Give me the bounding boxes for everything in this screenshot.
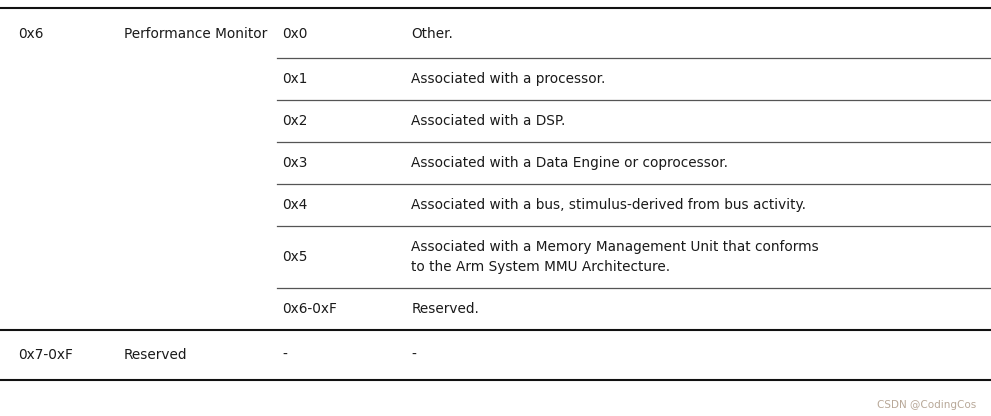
Text: Associated with a Data Engine or coprocessor.: Associated with a Data Engine or coproce… bbox=[411, 156, 728, 170]
Text: 0x0: 0x0 bbox=[282, 27, 308, 41]
Text: Reserved.: Reserved. bbox=[411, 302, 479, 316]
Text: -: - bbox=[282, 348, 287, 362]
Text: 0x3: 0x3 bbox=[282, 156, 308, 170]
Text: 0x6: 0x6 bbox=[18, 27, 44, 41]
Text: Reserved: Reserved bbox=[124, 348, 187, 362]
Text: Associated with a bus, stimulus-derived from bus activity.: Associated with a bus, stimulus-derived … bbox=[411, 198, 807, 212]
Text: 0x6-0xF: 0x6-0xF bbox=[282, 302, 337, 316]
Text: Other.: Other. bbox=[411, 27, 453, 41]
Text: CSDN @CodingCos: CSDN @CodingCos bbox=[877, 400, 976, 410]
Text: Associated with a Memory Management Unit that conforms
to the Arm System MMU Arc: Associated with a Memory Management Unit… bbox=[411, 240, 819, 274]
Text: Associated with a DSP.: Associated with a DSP. bbox=[411, 114, 566, 128]
Text: -: - bbox=[411, 348, 416, 362]
Text: 0x4: 0x4 bbox=[282, 198, 308, 212]
Text: 0x1: 0x1 bbox=[282, 72, 308, 86]
Text: 0x5: 0x5 bbox=[282, 250, 308, 264]
Text: 0x7-0xF: 0x7-0xF bbox=[18, 348, 72, 362]
Text: 0x2: 0x2 bbox=[282, 114, 308, 128]
Text: Associated with a processor.: Associated with a processor. bbox=[411, 72, 606, 86]
Text: Performance Monitor: Performance Monitor bbox=[124, 27, 268, 41]
